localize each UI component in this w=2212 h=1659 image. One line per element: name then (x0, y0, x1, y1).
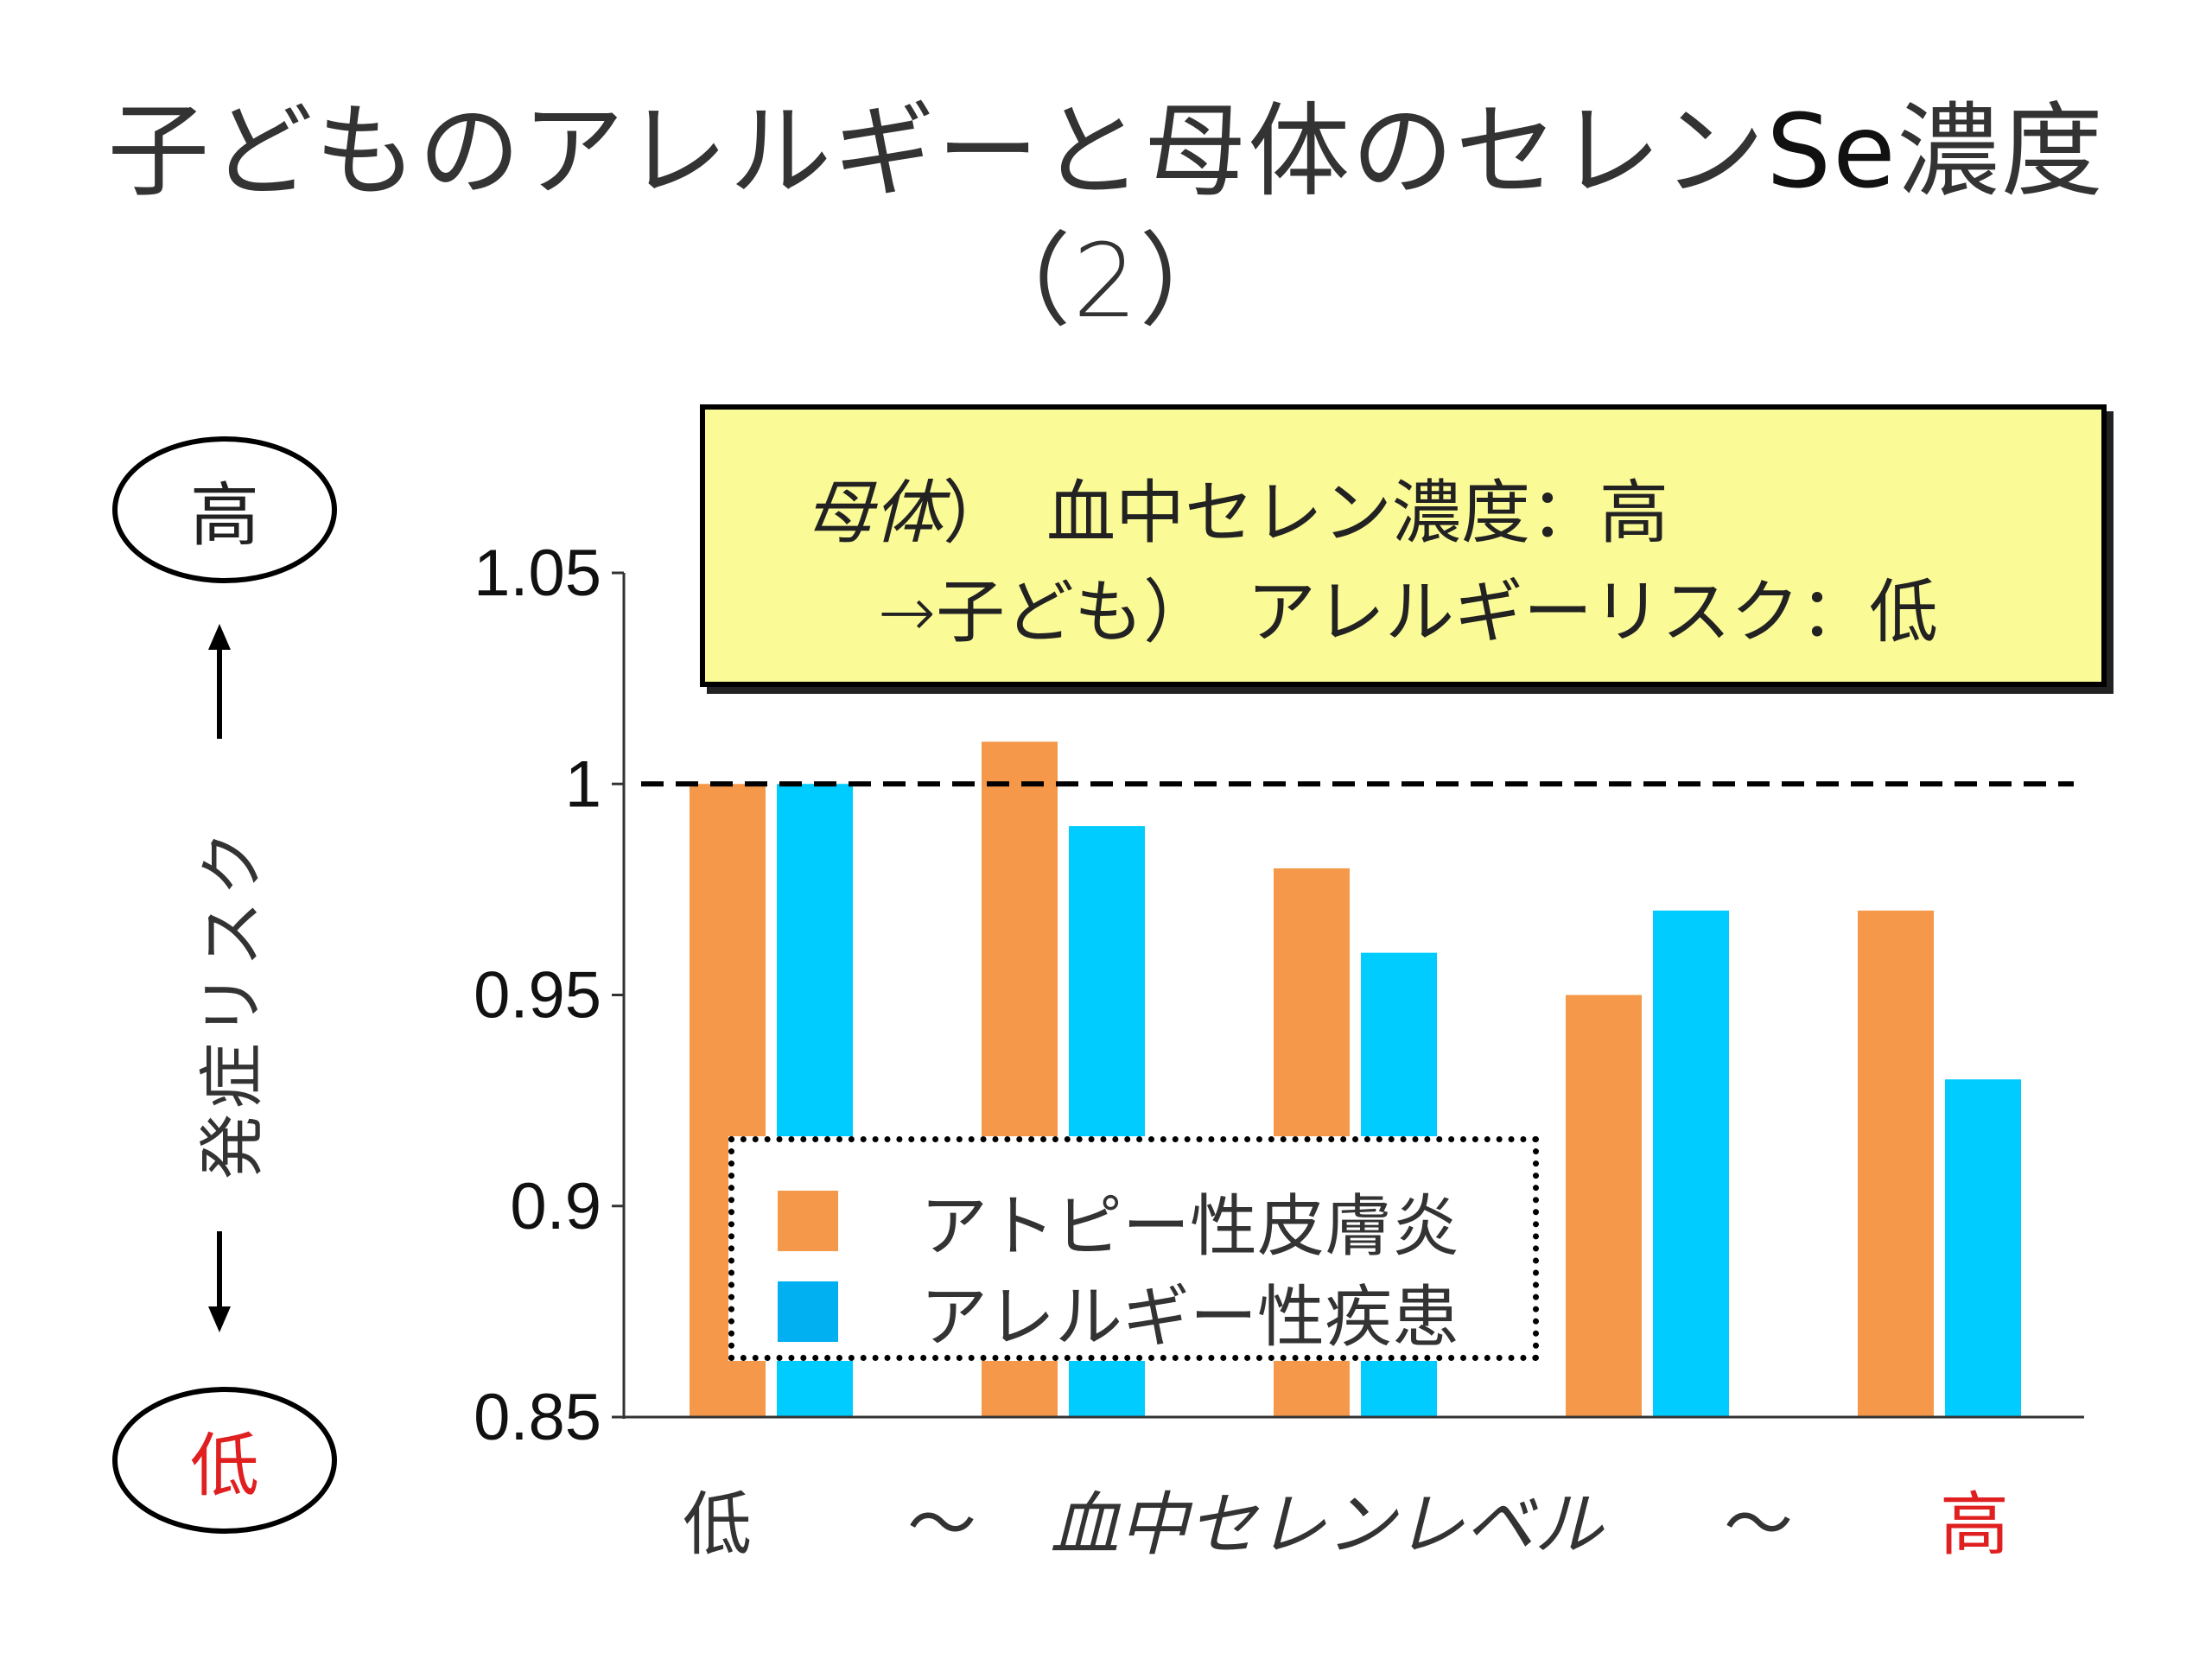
bar-allergy-4 (1653, 910, 1729, 1417)
bar-atopy-4 (1566, 995, 1642, 1417)
page-title-sub: （2） (969, 221, 1243, 340)
x-label-high: 高 (1940, 1484, 2009, 1565)
legend-item-atopy: アトピー性皮膚炎 (778, 1173, 1459, 1269)
x-label-tilde: ～ (1724, 1484, 1793, 1565)
y-tick-label: 0.9 (510, 1170, 601, 1243)
callout-line2: →子ども） アレルギーリスク：低 (878, 572, 1939, 652)
risk-high-oval: 高 (112, 436, 337, 583)
legend-item-allergy: アレルギー性疾患 (778, 1263, 1459, 1360)
callout-line1: 母体） 血中セレン濃度：高 (804, 473, 1669, 553)
x-axis-title: 血中セレンレベル (1050, 1484, 1603, 1565)
callout-box: 母体） 血中セレン濃度：高 →子ども） アレルギーリスク：低 (700, 404, 2107, 687)
y-tick-label: 0.85 (474, 1381, 601, 1454)
legend-label: アトピー性皮膚炎 (920, 1188, 1460, 1266)
x-label-low: 低 (683, 1484, 752, 1565)
legend: アトピー性皮膚炎 アレルギー性疾患 (728, 1136, 1539, 1361)
y-tick-label: 1.05 (474, 537, 601, 610)
bar-allergy-5 (1945, 1079, 2021, 1417)
legend-swatch-orange (778, 1191, 838, 1251)
legend-swatch-cyan (778, 1281, 838, 1342)
risk-low-oval: 低 (112, 1387, 337, 1534)
y-tick-label: 1 (565, 747, 601, 821)
legend-label: アレルギー性疾患 (920, 1279, 1460, 1357)
y-tick-label: 0.95 (474, 959, 601, 1033)
bar-atopy-5 (1858, 910, 1934, 1417)
page-title: 子どものアレルギーと母体のセレンSe濃度 (107, 92, 2105, 211)
x-label-tilde: ～ (907, 1484, 976, 1565)
